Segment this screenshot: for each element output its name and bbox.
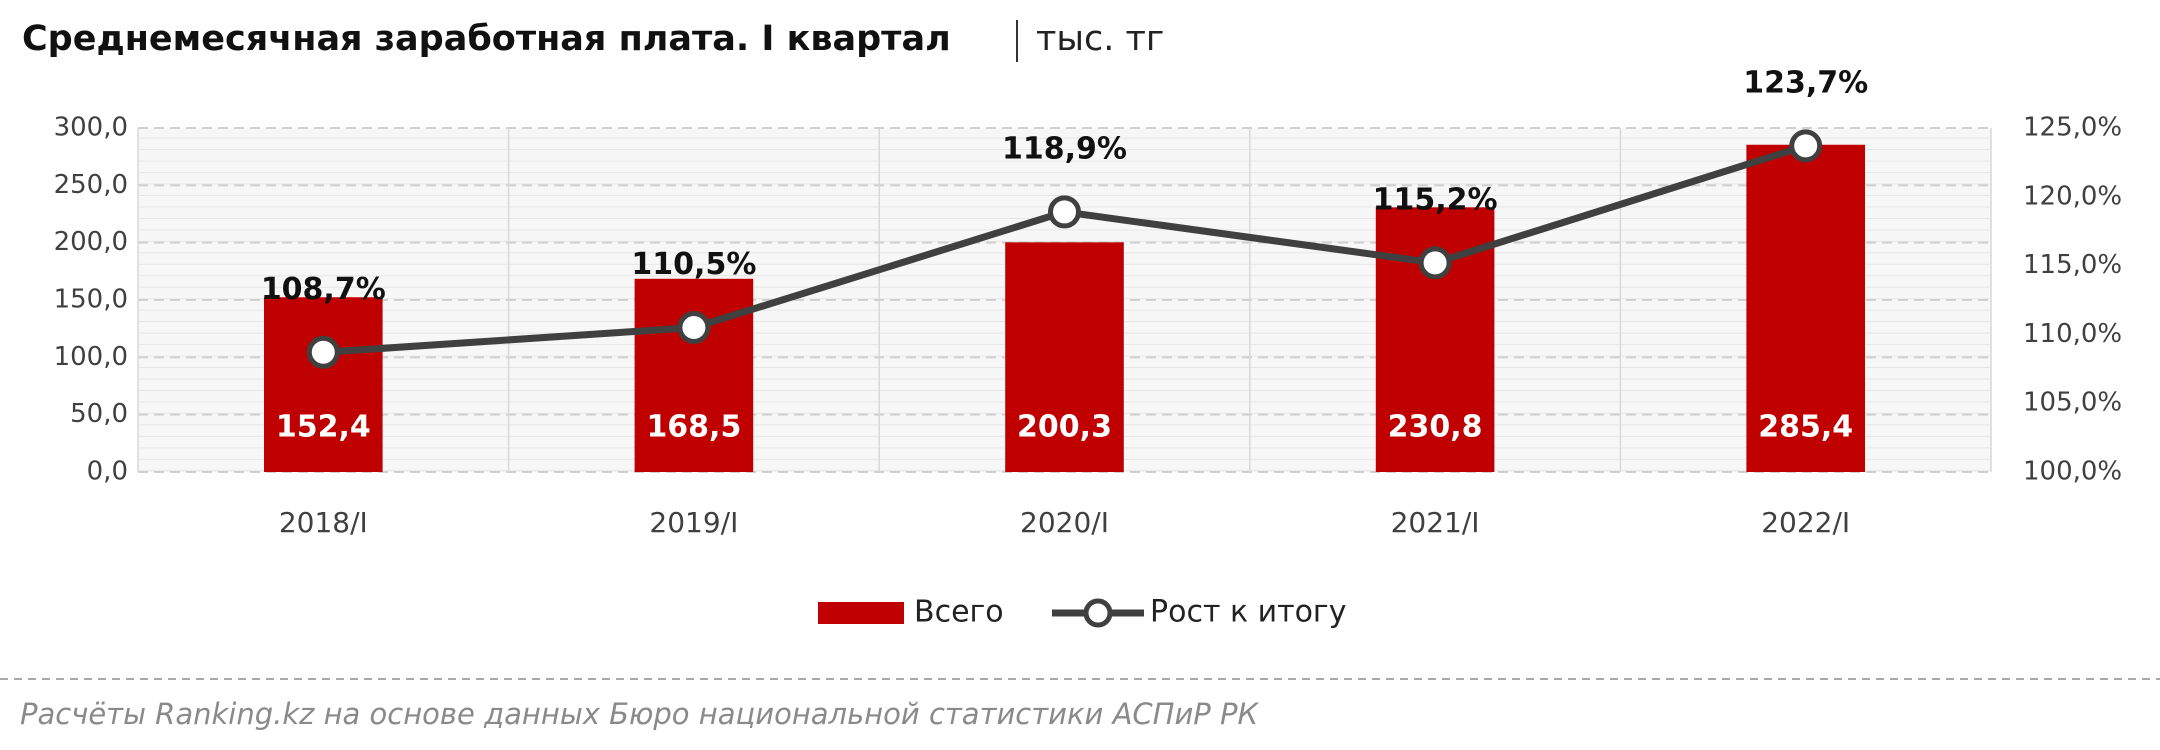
line-marker — [1418, 246, 1452, 280]
legend-swatch-marker — [1083, 598, 1113, 628]
y-tick-label: 100,0 — [54, 342, 128, 372]
bar — [1746, 144, 1865, 472]
line-value-label: 115,2% — [1373, 182, 1498, 217]
bar-value-label: 168,5 — [646, 410, 741, 445]
y-tick-label: 250,0 — [54, 170, 128, 200]
x-tick-label: 2020/I — [1020, 506, 1109, 539]
line-marker — [677, 311, 711, 345]
y-tick-label: 200,0 — [54, 227, 128, 257]
y2-tick-label: 100,0% — [2023, 457, 2122, 487]
y2-tick-label: 110,0% — [2023, 319, 2122, 349]
legend-label: Всего — [914, 595, 1004, 630]
bar-value-label: 285,4 — [1758, 410, 1853, 445]
chart-unit: тыс. тг — [1036, 19, 1164, 59]
line-marker — [1789, 129, 1823, 163]
bar — [1005, 242, 1124, 472]
x-tick-label: 2018/I — [279, 506, 368, 539]
x-tick-label: 2019/I — [649, 506, 738, 539]
legend-label: Рост к итогу — [1150, 595, 1346, 630]
line-value-label: 118,9% — [1002, 131, 1127, 166]
y2-tick-label: 115,0% — [2023, 250, 2122, 280]
bar-value-label: 200,3 — [1017, 410, 1112, 445]
legend-swatch — [818, 602, 904, 624]
y2-tick-label: 105,0% — [2023, 388, 2122, 418]
line-value-label: 123,7% — [1743, 65, 1868, 100]
bar — [264, 297, 383, 472]
y2-tick-label: 120,0% — [2023, 181, 2122, 211]
x-tick-label: 2022/I — [1761, 506, 1850, 539]
line-marker — [1048, 195, 1081, 229]
bar-value-label: 152,4 — [276, 410, 371, 445]
y2-tick-label: 125,0% — [2023, 113, 2122, 143]
line-marker — [306, 335, 340, 369]
bar — [634, 278, 754, 472]
y-tick-label: 50,0 — [70, 399, 128, 429]
x-tick-label: 2021/I — [1391, 506, 1480, 539]
y-tick-label: 0,0 — [87, 457, 128, 487]
bar-value-label: 230,8 — [1388, 410, 1483, 445]
chart-title: Среднемесячная заработная плата. I кварт… — [22, 19, 951, 59]
line-value-label: 108,7% — [261, 272, 386, 307]
line-value-label: 110,5% — [631, 247, 756, 282]
source-note: Расчёты Ranking.kz на основе данных Бюро… — [20, 697, 1260, 731]
y-tick-label: 300,0 — [54, 113, 128, 143]
y-tick-label: 150,0 — [54, 285, 128, 315]
